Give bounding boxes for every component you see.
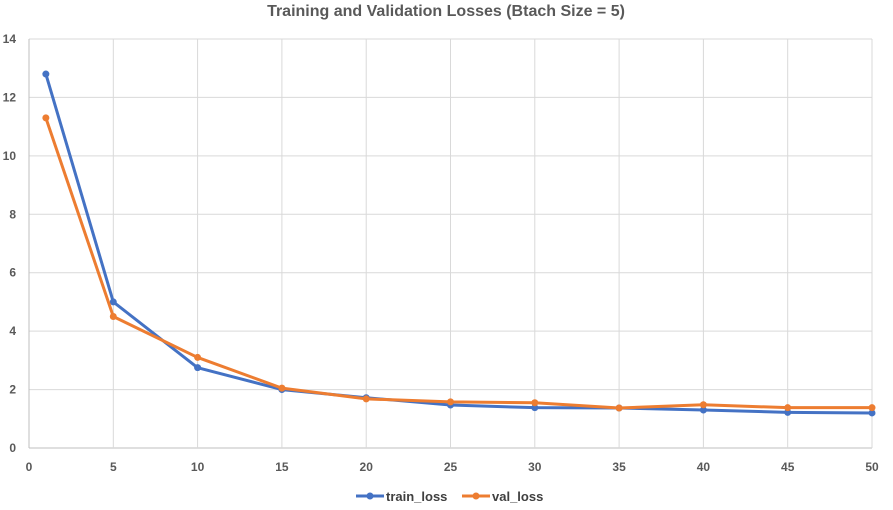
x-tick-label-5: 5 xyxy=(110,460,117,474)
series-line-train_loss xyxy=(44,72,874,415)
y-tick-label-12: 12 xyxy=(3,90,17,104)
data-point-train_loss-1 xyxy=(42,70,50,78)
x-tick-label-10: 10 xyxy=(191,460,205,474)
data-point-train_loss-5 xyxy=(109,298,117,306)
legend-item-train_loss: train_loss xyxy=(356,489,447,504)
data-point-val_loss-10 xyxy=(194,353,202,361)
data-point-val_loss-5 xyxy=(109,313,117,321)
series xyxy=(42,70,876,417)
x-tick-label-35: 35 xyxy=(612,460,626,474)
series-line-val_loss xyxy=(44,116,874,410)
x-tick-label-15: 15 xyxy=(275,460,289,474)
data-point-val_loss-15 xyxy=(278,384,286,392)
grid xyxy=(28,38,873,449)
data-point-val_loss-1 xyxy=(42,114,50,122)
data-point-val_loss-25 xyxy=(447,398,454,406)
legend-label-train_loss: train_loss xyxy=(386,489,447,504)
x-tick-label-25: 25 xyxy=(444,460,458,474)
data-point-val_loss-45 xyxy=(784,404,792,412)
data-point-train_loss-10 xyxy=(194,364,202,372)
data-point-val_loss-20 xyxy=(362,395,370,403)
y-tick-label-4: 4 xyxy=(9,324,16,338)
y-tick-label-10: 10 xyxy=(3,149,17,163)
legend-label-val_loss: val_loss xyxy=(492,489,543,504)
data-point-val_loss-35 xyxy=(615,404,623,412)
y-tick-label-14: 14 xyxy=(3,32,17,46)
legend-swatch-marker-train_loss xyxy=(366,492,374,500)
data-point-train_loss-40 xyxy=(699,406,707,414)
chart-title: Training and Validation Losses (Btach Si… xyxy=(267,3,625,20)
data-point-train_loss-50 xyxy=(868,409,876,417)
legend-swatch-marker-val_loss xyxy=(472,492,480,500)
x-tick-label-50: 50 xyxy=(865,460,879,474)
data-point-val_loss-50 xyxy=(868,404,876,412)
x-tick-label-40: 40 xyxy=(697,460,711,474)
y-tick-label-8: 8 xyxy=(9,207,16,221)
y-tick-label-6: 6 xyxy=(9,266,16,280)
y-tick-label-0: 0 xyxy=(9,441,16,455)
legend-item-val_loss: val_loss xyxy=(462,489,543,504)
data-point-val_loss-40 xyxy=(699,401,707,409)
x-tick-label-45: 45 xyxy=(781,460,795,474)
x-tick-label-30: 30 xyxy=(528,460,542,474)
x-tick-label-0: 0 xyxy=(26,460,33,474)
y-tick-label-2: 2 xyxy=(9,383,16,397)
data-point-train_loss-30 xyxy=(531,404,539,412)
data-point-val_loss-30 xyxy=(531,399,539,407)
x-tick-label-20: 20 xyxy=(360,460,374,474)
legend: train_loss val_loss xyxy=(356,489,543,504)
axes: 0 2 4 6 8 10 12 14 0 5 10 15 20 25 30 35 40 45 50 xyxy=(3,32,879,474)
